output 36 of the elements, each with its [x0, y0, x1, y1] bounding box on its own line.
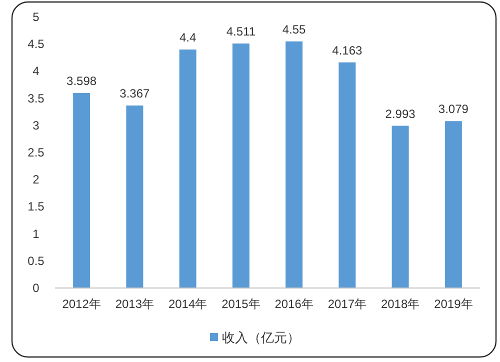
legend-label: 收入（亿元）: [222, 330, 300, 345]
y-tick-label: 5: [32, 10, 40, 24]
data-label: 4.163: [332, 43, 363, 58]
bar: [73, 92, 90, 288]
bar: [179, 50, 196, 288]
y-tick-label: 4: [32, 64, 40, 78]
x-tick-label: 2017年: [328, 297, 367, 311]
y-tick-label: 2.5: [28, 146, 45, 160]
y-tick-label: 0: [32, 281, 40, 295]
data-label: 3.079: [438, 102, 469, 116]
data-label: 4.4: [179, 30, 196, 45]
x-tick-label: 2016年: [274, 297, 314, 311]
data-label: 4.511: [226, 24, 256, 39]
x-tick-label: 2014年: [168, 297, 208, 311]
x-tick-label: 2019年: [434, 297, 473, 311]
y-tick-label: 1: [32, 226, 40, 241]
data-label: 3.367: [120, 86, 150, 101]
bar: [392, 126, 409, 288]
x-tick-label: 2018年: [380, 297, 420, 311]
bar: [232, 44, 250, 288]
data-label: 2.993: [385, 106, 416, 121]
data-label: 3.598: [66, 74, 97, 88]
y-tick-label: 3.5: [28, 91, 45, 106]
y-tick-label: 3: [32, 118, 40, 132]
x-tick-label: 2015年: [222, 297, 260, 311]
y-tick-label: 1.5: [28, 200, 45, 214]
bar: [338, 62, 356, 288]
x-tick-label: 2012年: [62, 297, 101, 311]
y-tick-label: 0.5: [28, 254, 45, 268]
y-tick-label: 4.5: [28, 37, 45, 52]
data-label: 4.55: [282, 22, 306, 36]
x-tick-label: 2013年: [115, 297, 154, 311]
bar: [286, 41, 303, 288]
bar: [126, 106, 144, 288]
y-tick-label: 2: [32, 172, 40, 187]
bar: [444, 121, 462, 288]
